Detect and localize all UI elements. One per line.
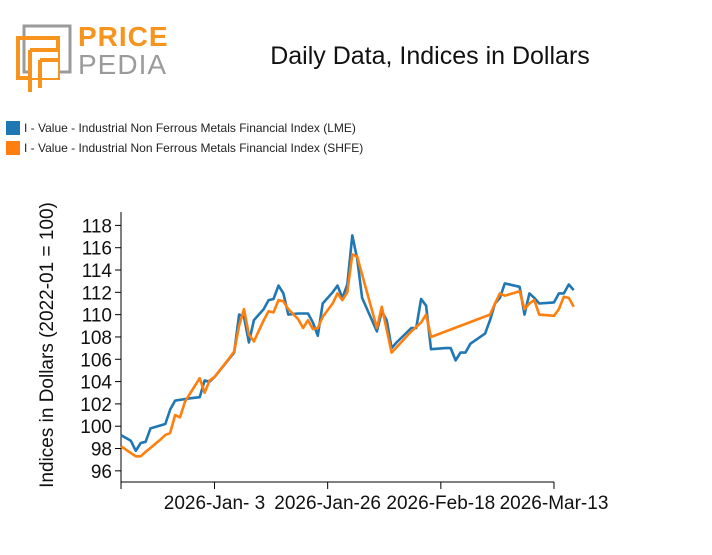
y-tick-label: 98 (91, 440, 112, 461)
y-tick-label: 118 (82, 216, 112, 237)
legend-label-shfe: I - Value - Industrial Non Ferrous Metal… (24, 141, 364, 155)
chart-title: Daily Data, Indices in Dollars (270, 42, 590, 70)
y-tick-label: 116 (82, 239, 112, 260)
legend-item-shfe[interactable]: I - Value - Industrial Non Ferrous Metal… (6, 138, 363, 158)
y-tick-label: 106 (80, 350, 112, 371)
legend-swatch-shfe (6, 141, 20, 155)
y-tick-label: 102 (80, 395, 112, 416)
x-tick-label: 2026-Feb-18 (386, 493, 495, 514)
y-tick-label: 114 (82, 261, 113, 282)
x-tick-label: 2026-Jan- 3 (164, 493, 265, 514)
legend: I - Value - Industrial Non Ferrous Metal… (6, 118, 363, 158)
y-tick-label: 110 (82, 306, 112, 327)
x-tick-label: 2026-Jan-26 (274, 493, 381, 514)
series-line-shfe[interactable] (120, 253, 575, 458)
logo-word-price: PRICE (78, 21, 169, 52)
series-layer (120, 234, 575, 458)
legend-swatch-lme (6, 121, 20, 135)
logo-mark (16, 24, 72, 92)
legend-item-lme[interactable]: I - Value - Industrial Non Ferrous Metal… (6, 118, 363, 138)
x-tick-label: 2026-Mar-13 (500, 493, 609, 514)
y-tick-label: 96 (91, 462, 112, 483)
x-axis: 2026-Jan- 3 2026-Jan-26 2026-Feb-18 2026-Ma… (120, 481, 609, 514)
pricepedia-logo: PRICE PEDIA (6, 21, 169, 94)
legend-label-lme: I - Value - Industrial Non Ferrous Metal… (24, 121, 356, 135)
y-tick-label: 108 (80, 328, 112, 349)
y-tick-label: 104 (80, 373, 112, 394)
y-tick-label: 112 (82, 283, 112, 304)
logo-word-pedia: PEDIA (78, 49, 168, 80)
series-line-lme[interactable] (120, 234, 575, 453)
y-axis-title: Indices in Dollars (2022-01 = 100) (37, 202, 58, 488)
y-tick-label: 100 (80, 417, 112, 438)
